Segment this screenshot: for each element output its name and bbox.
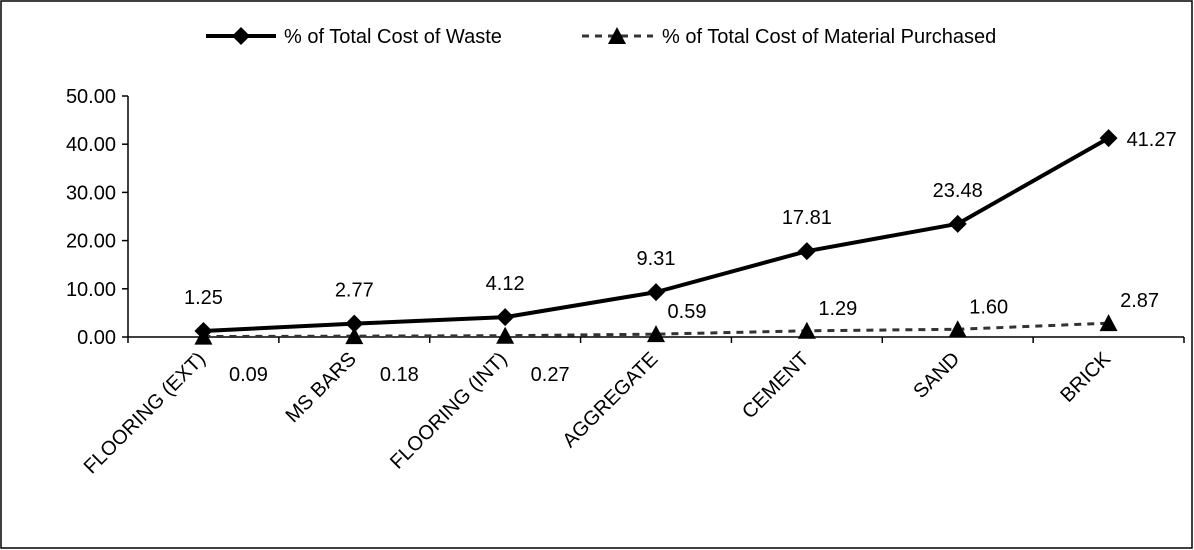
material-data-label: 0.27 <box>531 364 570 386</box>
waste-data-label: 4.12 <box>486 273 525 295</box>
y-tick-label: 50.00 <box>66 86 116 108</box>
legend-diamond-marker <box>232 27 250 45</box>
waste-data-label: 1.25 <box>184 287 223 309</box>
material-data-label: 1.60 <box>969 296 1008 318</box>
waste-diamond-marker <box>194 321 213 340</box>
waste-diamond-marker <box>647 283 665 302</box>
material-triangle-marker <box>797 321 816 339</box>
waste-data-label: 9.31 <box>637 248 676 270</box>
legend-label-material: % of Total Cost of Material Purchased <box>662 26 996 48</box>
waste-diamond-marker <box>948 214 967 233</box>
waste-diamond-marker <box>1099 129 1118 148</box>
legend: % of Total Cost of Waste % of Total Cost… <box>206 26 996 48</box>
y-tick-label: 40.00 <box>66 134 116 156</box>
material-triangle-marker <box>496 326 515 344</box>
waste-diamond-marker <box>345 314 364 333</box>
waste-diamond-marker <box>496 308 515 327</box>
material-data-label: 2.87 <box>1120 290 1159 312</box>
legend-label-waste: % of Total Cost of Waste <box>284 26 502 48</box>
material-triangle-marker <box>647 325 665 343</box>
material-data-label: 1.29 <box>818 298 857 320</box>
legend-entry-material: % of Total Cost of Material Purchased <box>582 26 996 48</box>
waste-data-label: 2.77 <box>335 280 374 302</box>
waste-data-label: 17.81 <box>782 207 832 229</box>
waste-diamond-marker <box>797 242 816 261</box>
material-data-label: 0.09 <box>229 364 268 386</box>
legend-entry-waste: % of Total Cost of Waste <box>206 26 502 48</box>
waste-data-label: 41.27 <box>1127 129 1177 151</box>
y-tick-label: 30.00 <box>66 182 116 204</box>
legend-triangle-marker <box>608 27 626 44</box>
material-triangle-marker <box>345 327 364 345</box>
y-tick-label: 0.00 <box>77 327 116 349</box>
material-triangle-marker <box>1099 314 1118 332</box>
material-data-label: 0.18 <box>380 364 419 386</box>
waste-data-label: 23.48 <box>933 180 983 202</box>
series-layer: 1.25 2.77 4.12 9.31 17.81 23.48 41.27 0.09 0.18 0… <box>184 129 1177 386</box>
material-triangle-marker <box>948 320 967 338</box>
y-tick-label: 10.00 <box>66 279 116 301</box>
y-tick-label: 20.00 <box>66 231 116 253</box>
material-data-label: 0.59 <box>668 301 707 323</box>
